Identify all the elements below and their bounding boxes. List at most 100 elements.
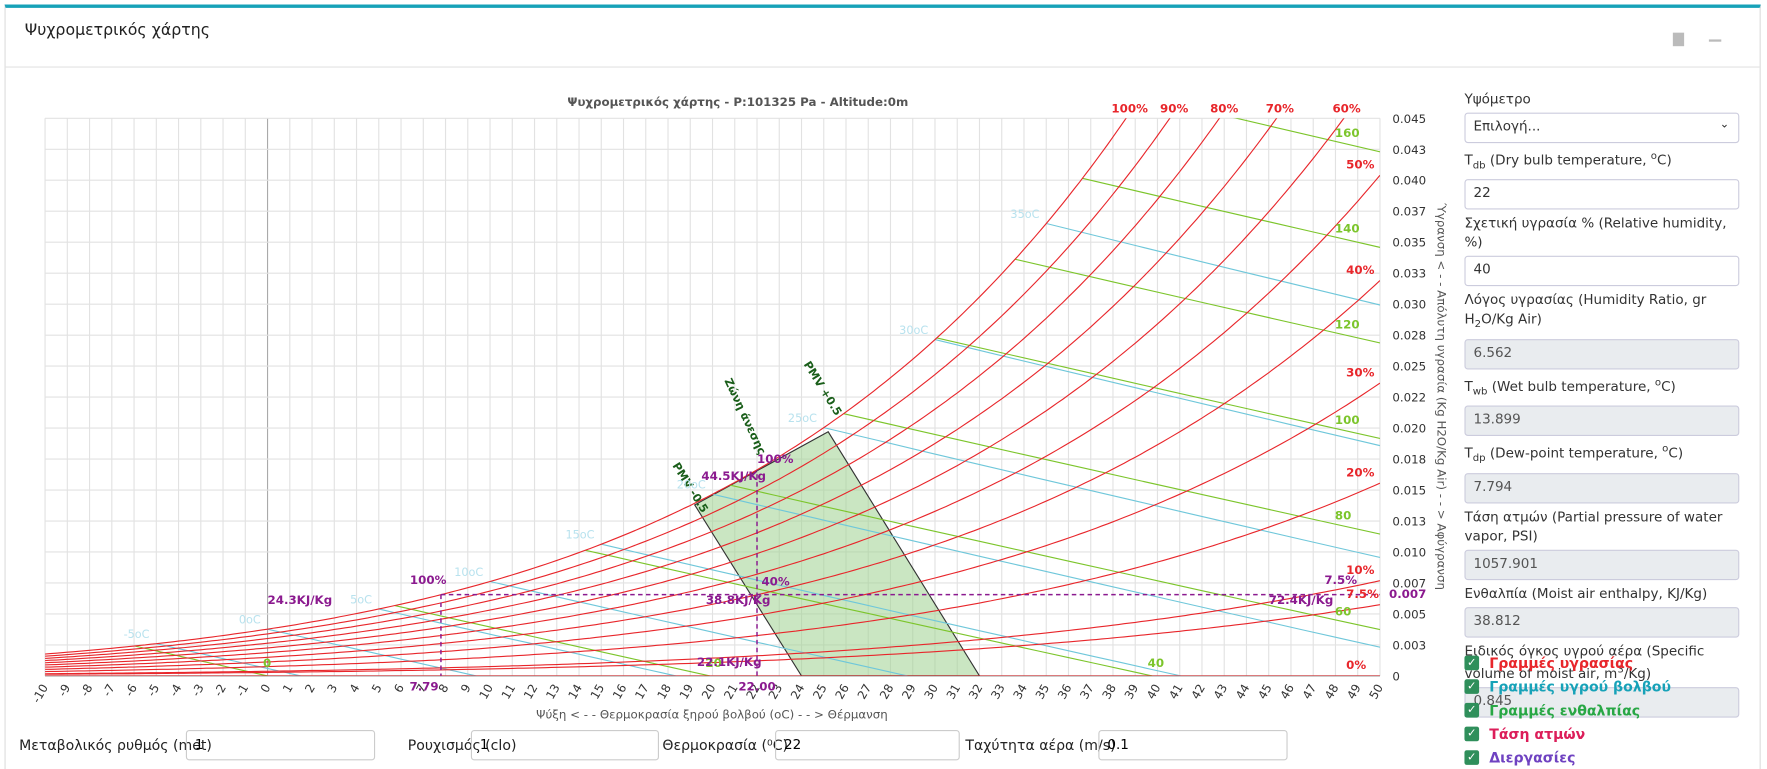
state-w-label: 0.007 xyxy=(1389,587,1426,601)
x-tick-label: 32 xyxy=(966,682,986,702)
input-field[interactable]: 1 xyxy=(470,729,660,761)
label-text: Ενθαλπία (Moist air enthalpy, KJ/Kg) xyxy=(1464,585,1708,602)
x-tick-label: 11 xyxy=(499,682,519,702)
x-tick-label: 29 xyxy=(899,682,919,702)
x-tick-label: -2 xyxy=(211,682,229,699)
x-tick-label: 24 xyxy=(788,682,808,702)
x-tick-label: 13 xyxy=(543,682,563,702)
enthalpy-label: 140 xyxy=(1335,222,1360,236)
input-field[interactable]: 22 xyxy=(1464,179,1740,210)
annotation: 100% xyxy=(410,573,447,587)
label-text: 3 xyxy=(1617,664,1624,676)
input-field[interactable]: 40 xyxy=(1464,256,1740,287)
label-text: db xyxy=(1472,160,1486,172)
rh-label: 10% xyxy=(1346,563,1374,577)
annotation: 100% xyxy=(757,452,794,466)
x-tick-label: 12 xyxy=(521,682,541,702)
x-tick-label: 5 xyxy=(369,682,385,696)
x-tick-label: 15 xyxy=(588,682,608,702)
checkbox[interactable]: ✓ xyxy=(1464,726,1480,742)
label-text: o xyxy=(1654,377,1662,389)
input-field[interactable]: 22 xyxy=(775,729,960,761)
x-tick-label: 18 xyxy=(654,682,674,702)
readonly-field: 1057.901 xyxy=(1464,549,1740,580)
label-text: Λόγος υγρασίας (Humidity Ratio, gr H xyxy=(1464,292,1707,328)
wet-bulb-label: 0oC xyxy=(239,614,261,627)
y-tick-label: 0.003 xyxy=(1392,638,1426,652)
label-text: o xyxy=(1650,150,1658,163)
rh-line xyxy=(45,280,1380,668)
field-label: Ειδικός όγκος υγρού αέρα (Specific volum… xyxy=(1464,642,1739,684)
readonly-field: 38.812 xyxy=(1464,606,1740,638)
input-field[interactable]: 1 xyxy=(185,729,376,761)
x-tick-label: 37 xyxy=(1077,682,1097,702)
rh-line xyxy=(45,174,1380,666)
x-tick-label: 26 xyxy=(832,682,852,702)
field-label: Twb (Wet bulb temperature, oC) xyxy=(1464,374,1739,403)
rh-label: 90% xyxy=(1160,102,1188,116)
readonly-field: 6.562 xyxy=(1464,338,1740,370)
checkbox[interactable]: ✓ xyxy=(1464,655,1480,671)
altitude-select[interactable]: Επιλογή... ⌄ xyxy=(1464,112,1740,144)
enthalpy-line xyxy=(1014,258,1380,344)
export-icon[interactable] xyxy=(1672,32,1685,47)
checkbox[interactable]: ✓ xyxy=(1464,679,1480,694)
y-tick-label: 0 xyxy=(1392,669,1400,683)
checkbox-row[interactable]: ✓ Τάση ατμών xyxy=(1464,722,1671,746)
x-tick-label: 19 xyxy=(677,682,697,702)
input-label: Θερμοκρασία (⁰C) xyxy=(662,736,789,754)
rh-label: 100% xyxy=(1111,102,1148,116)
x-tick-label: -4 xyxy=(167,682,185,699)
x-tick-label: 47 xyxy=(1300,682,1320,702)
label-text: T xyxy=(1464,378,1473,395)
rh-line xyxy=(45,604,1380,675)
rh-line xyxy=(45,118,1345,664)
readonly-field: 13.899 xyxy=(1464,405,1740,437)
chart-title: Ψυχρομετρικός χάρτης - P:101325 Pa - Alt… xyxy=(567,95,908,109)
x-tick-label: -1 xyxy=(233,682,251,699)
checkbox-row[interactable]: ✓ Γραμμές υγρασίας xyxy=(1464,651,1671,675)
x-tick-label: 30 xyxy=(921,682,941,702)
field-label: Tdb (Dry bulb temperature, oC) xyxy=(1464,148,1739,177)
x-tick-label: 48 xyxy=(1322,682,1342,702)
x-tick-label: -10 xyxy=(29,682,51,706)
x-tick-label: 43 xyxy=(1211,682,1231,702)
rh-label: 60% xyxy=(1332,102,1360,116)
wet-bulb-line xyxy=(712,493,1380,648)
x-axis-label: Ψύξη < - - Θερμοκρασία ξηρού βολβού (oC)… xyxy=(536,708,888,722)
x-tick-label: 9 xyxy=(458,682,474,696)
checkbox-row[interactable]: ✓ Διεργασίες xyxy=(1464,746,1671,769)
field-label: Σχετική υγρασία % (Relative humidity, %) xyxy=(1464,214,1739,252)
x-tick-label: 3 xyxy=(324,682,340,696)
layer-toggles: ✓ Γραμμές υγρασίας ✓ Γραμμές υγρού βολβού ✓ Γ… xyxy=(1464,651,1671,769)
rh-label: 0% xyxy=(1346,658,1366,672)
annotation: 72.4KJ/Kg xyxy=(1269,593,1334,607)
y-tick-label: 0.015 xyxy=(1392,484,1426,498)
checkbox-row[interactable]: ✓ Γραμμές ενθαλπίας xyxy=(1464,698,1671,722)
y-tick-label: 0.028 xyxy=(1392,329,1426,343)
enthalpy-line xyxy=(936,337,1380,440)
checkbox[interactable]: ✓ xyxy=(1464,702,1480,718)
x-tick-label: 10 xyxy=(476,682,496,702)
checkbox-label: Γραμμές υγρασίας xyxy=(1489,654,1634,672)
x-tick-label: 22 xyxy=(743,682,763,702)
label-text: dp xyxy=(1472,453,1486,465)
input-field[interactable]: 0.1 xyxy=(1098,729,1288,761)
label-text: (Dry bulb temperature, xyxy=(1485,152,1651,168)
x-tick-label: 50 xyxy=(1366,682,1386,702)
x-tick-label: -8 xyxy=(78,682,96,699)
field-label: Ενθαλπία (Moist air enthalpy, KJ/Kg) xyxy=(1464,584,1739,603)
panel-title: Ψυχρομετρικός χάρτης xyxy=(24,21,210,40)
label-text: 2 xyxy=(1474,319,1482,331)
x-tick-label: 36 xyxy=(1055,682,1075,702)
collapse-icon[interactable] xyxy=(1708,39,1722,42)
x-tick-label: 1 xyxy=(280,682,296,696)
psychrometric-chart: Ψυχρομετρικός χάρτης - P:101325 Pa - Alt… xyxy=(29,95,1448,722)
label-text: Ειδικός όγκος υγρού αέρα (Specific volum… xyxy=(1464,642,1705,682)
rh-label: 7.5% xyxy=(1346,587,1379,601)
x-tick-label: 49 xyxy=(1344,682,1364,702)
y-tick-label: 0.045 xyxy=(1392,112,1426,126)
checkbox-row[interactable]: ✓ Γραμμές υγρού βολβού xyxy=(1464,675,1671,699)
checkbox[interactable]: ✓ xyxy=(1464,750,1480,765)
